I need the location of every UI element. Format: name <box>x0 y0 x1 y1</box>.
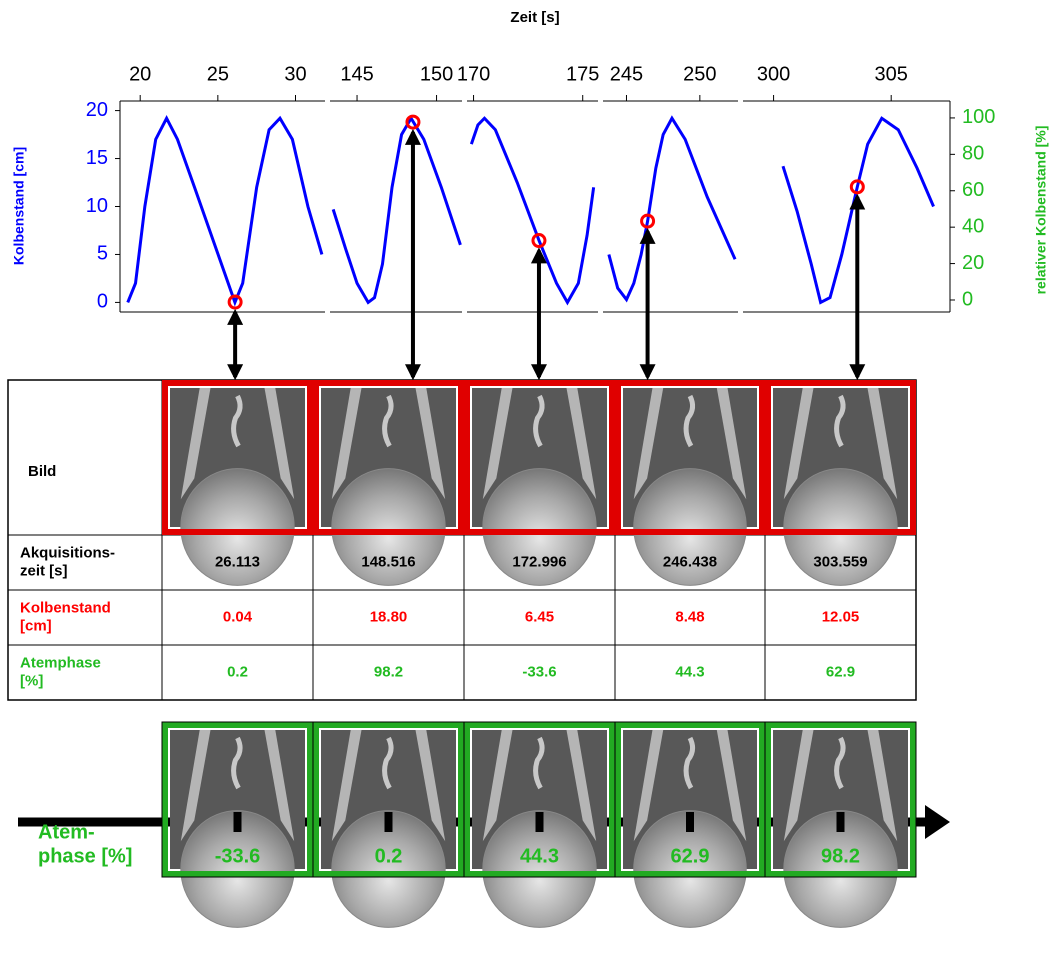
y2-axis-title: relativer Kolbenstand [%] <box>1033 126 1049 295</box>
phase-tick <box>686 812 694 832</box>
x-tick-label: 30 <box>284 63 306 85</box>
table-row-label: Kolbenstand <box>20 599 111 616</box>
table-row-label: Akquisitions- <box>20 544 115 561</box>
x-tick-label: 145 <box>340 63 373 85</box>
y-tick-label: 15 <box>86 147 108 169</box>
y2-tick-label: 40 <box>962 215 984 237</box>
y-axis-title: Kolbenstand [cm] <box>11 147 27 265</box>
phase-axis-label: Atem- <box>38 821 95 843</box>
table-cell: 148.516 <box>361 553 415 570</box>
piston-curve <box>128 118 322 302</box>
figure: Zeit [s] Kolbenstand [cm] relativer Kolb… <box>0 0 1054 970</box>
table-cell: 8.48 <box>675 608 704 625</box>
table-cell: 12.05 <box>822 608 860 625</box>
phase-tick <box>385 812 393 832</box>
phase-tick <box>234 812 242 832</box>
x-tick-label: 175 <box>566 63 599 85</box>
x-tick-label: 170 <box>457 63 490 85</box>
table-cell: 246.438 <box>663 553 717 570</box>
piston-curve <box>333 118 460 302</box>
phase-tick-label: 0.2 <box>375 845 403 867</box>
phase-tick <box>536 812 544 832</box>
y2-tick-label: 100 <box>962 106 995 128</box>
table-cell: 98.2 <box>374 663 403 680</box>
phase-axis-label: phase [%] <box>38 845 132 867</box>
table-row-label: zeit [s] <box>20 562 68 579</box>
x-tick-label: 305 <box>875 63 908 85</box>
table-row-label: [%] <box>20 672 43 689</box>
piston-curve <box>471 118 593 302</box>
y2-tick-label: 20 <box>962 252 984 274</box>
table-cell: 44.3 <box>675 663 704 680</box>
table-row-label: Atemphase <box>20 654 101 671</box>
phase-axis-arrowhead <box>925 805 950 839</box>
x-tick-label: 245 <box>610 63 643 85</box>
table-cell: 26.113 <box>215 553 260 570</box>
table-cell: 62.9 <box>826 663 855 680</box>
table-cell: 303.559 <box>813 553 867 570</box>
table-cell: 6.45 <box>525 608 554 625</box>
x-tick-label: 150 <box>420 63 453 85</box>
x-tick-label: 250 <box>683 63 716 85</box>
y-tick-label: 10 <box>86 195 108 217</box>
y2-tick-label: 80 <box>962 143 984 165</box>
phase-tick-label: 62.9 <box>671 845 710 867</box>
y2-tick-label: 0 <box>962 288 973 310</box>
phase-tick-label: 44.3 <box>520 845 559 867</box>
y-tick-label: 0 <box>97 291 108 313</box>
piston-curve <box>609 118 735 299</box>
table-cell: 0.04 <box>223 608 253 625</box>
table-cell: 18.80 <box>370 608 408 625</box>
x-axis-title: Zeit [s] <box>510 9 559 26</box>
y-tick-label: 5 <box>97 243 108 265</box>
table-row-label: [cm] <box>20 617 52 634</box>
y2-tick-label: 60 <box>962 179 984 201</box>
phase-tick-label: 98.2 <box>821 845 860 867</box>
y-tick-label: 20 <box>86 99 108 121</box>
table-row-label: Bild <box>28 463 56 480</box>
table-cell: 0.2 <box>227 663 248 680</box>
table-cell: -33.6 <box>522 663 556 680</box>
table-cell: 172.996 <box>512 553 566 570</box>
phase-tick-label: -33.6 <box>215 845 261 867</box>
x-tick-label: 25 <box>207 63 229 85</box>
phase-tick <box>837 812 845 832</box>
x-tick-label: 20 <box>129 63 151 85</box>
x-tick-label: 300 <box>757 63 790 85</box>
